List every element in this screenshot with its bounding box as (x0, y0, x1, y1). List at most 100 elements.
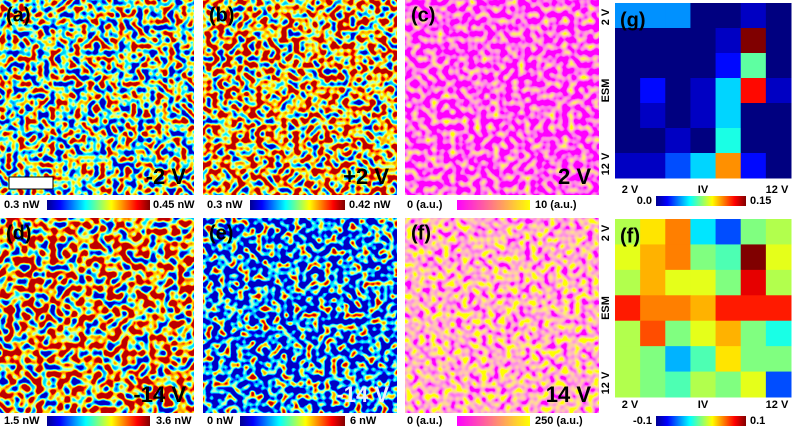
y-axis-label: 2 V (600, 8, 612, 25)
y-axis-label: 12 V (600, 152, 612, 175)
heatmap-cell (740, 103, 767, 129)
heatmap-cell (715, 346, 742, 373)
heatmap-cell (665, 78, 691, 104)
x-axis-label: 12 V (766, 399, 789, 411)
heatmap-cell (715, 78, 742, 104)
heatmap-cell (740, 153, 767, 179)
colorbar-max-label: 250 (a.u.) (535, 415, 583, 427)
x-axis-label: 2 V (622, 399, 639, 411)
heatmap-cell (665, 269, 691, 296)
heatmap-cell (740, 28, 767, 54)
heatmap-cell (740, 295, 767, 322)
heatmap-cell (740, 219, 767, 245)
heatmap-cell (665, 128, 691, 154)
x-axis-label: 12 V (766, 184, 789, 196)
heatmap-cell (690, 295, 717, 322)
colorbar-min-label: 0 (a.u.) (407, 199, 443, 211)
heatmap-cell (715, 371, 742, 398)
heatmap-cell (615, 103, 641, 129)
colorbar (656, 416, 746, 426)
heatmap-cell (690, 28, 717, 54)
heatmap-cell (640, 28, 666, 54)
heatmap-cell (690, 153, 717, 179)
colorbar-max-label: 0.42 nW (349, 199, 391, 211)
heatmap-cell (690, 78, 717, 104)
colorbar-min-label: 0.3 nW (4, 199, 40, 211)
heatmap-cell (765, 28, 792, 54)
panel-label: (a) (6, 4, 30, 26)
heatmap-cell (740, 371, 767, 398)
y-axis-label: ESM (600, 296, 612, 320)
heatmap-cell (690, 128, 717, 154)
heatmap-cell (615, 320, 641, 347)
heatmap-cell (665, 320, 691, 347)
heatmap-cell (640, 219, 666, 245)
heatmap-cell (715, 269, 742, 296)
y-axis-label: 2 V (600, 224, 612, 241)
heatmap-cell (765, 269, 792, 296)
panel-label: (f) (620, 225, 640, 247)
heatmap-cell (665, 346, 691, 373)
heatmap-cell (615, 78, 641, 104)
colorbar (47, 416, 150, 426)
heatmap-cell (765, 78, 792, 104)
x-axis-label: 2 V (622, 184, 639, 196)
heatmap-cell (690, 269, 717, 296)
heatmap-cell (765, 3, 792, 29)
heatmap-cell (615, 153, 641, 179)
voltage-label: 14 V (546, 382, 592, 407)
heatmap-cell (765, 371, 792, 398)
heatmap-cell (740, 128, 767, 154)
heatmap-cell (715, 103, 742, 129)
colorbar (250, 200, 345, 210)
map-image (405, 0, 599, 195)
heatmap-cell (690, 371, 717, 398)
heatmap-cell (640, 78, 666, 104)
heatmap-cell (740, 3, 767, 29)
heatmap-cell (665, 153, 691, 179)
heatmap-cell (715, 219, 742, 245)
colorbar (457, 200, 530, 210)
heatmap-cell (765, 128, 792, 154)
heatmap-cell (640, 295, 666, 322)
heatmap-cell (615, 244, 641, 271)
map-image (203, 0, 397, 195)
heatmap-cell (640, 128, 666, 154)
panel-label: (f) (411, 222, 431, 244)
heatmap-cell (615, 53, 641, 79)
heatmap-cell (715, 128, 742, 154)
heatmap-cell (615, 295, 641, 322)
heatmap-cell (640, 244, 666, 271)
heatmap-cell (615, 371, 641, 398)
colorbar-tick-label: -0.1 (633, 415, 652, 427)
colorbar-tick-label: 0.15 (750, 195, 771, 207)
heatmap-cell (690, 346, 717, 373)
voltage-label: -14 V (133, 382, 186, 407)
map-image (405, 218, 599, 413)
colorbar-min-label: 0 (a.u.) (407, 415, 443, 427)
voltage-label: -14 V (336, 382, 389, 407)
heatmap-cell (615, 346, 641, 373)
map-image (0, 0, 194, 195)
heatmap-cell (690, 320, 717, 347)
heatmap-cell (615, 128, 641, 154)
heatmap-cell (690, 53, 717, 79)
heatmap-cell (615, 3, 641, 29)
heatmap-cell (765, 219, 792, 245)
heatmap-cell (715, 244, 742, 271)
colorbar (240, 416, 345, 426)
map-image (203, 218, 397, 413)
heatmap-cell (640, 320, 666, 347)
heatmap-cell (765, 53, 792, 79)
heatmap-cell (615, 219, 641, 245)
heatmap-cell (665, 371, 691, 398)
voltage-label: +2 V (343, 164, 389, 189)
x-axis-label: IV (698, 399, 709, 411)
heatmap-cell (740, 346, 767, 373)
colorbar-max-label: 6 nW (350, 415, 377, 427)
heatmap-cell (765, 295, 792, 322)
colorbar-max-label: 0.45 nW (153, 199, 195, 211)
heatmap-cell (665, 53, 691, 79)
heatmap-cell (765, 346, 792, 373)
heatmap-cell (640, 103, 666, 129)
